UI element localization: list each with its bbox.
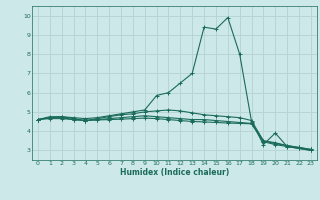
X-axis label: Humidex (Indice chaleur): Humidex (Indice chaleur) [120,168,229,177]
